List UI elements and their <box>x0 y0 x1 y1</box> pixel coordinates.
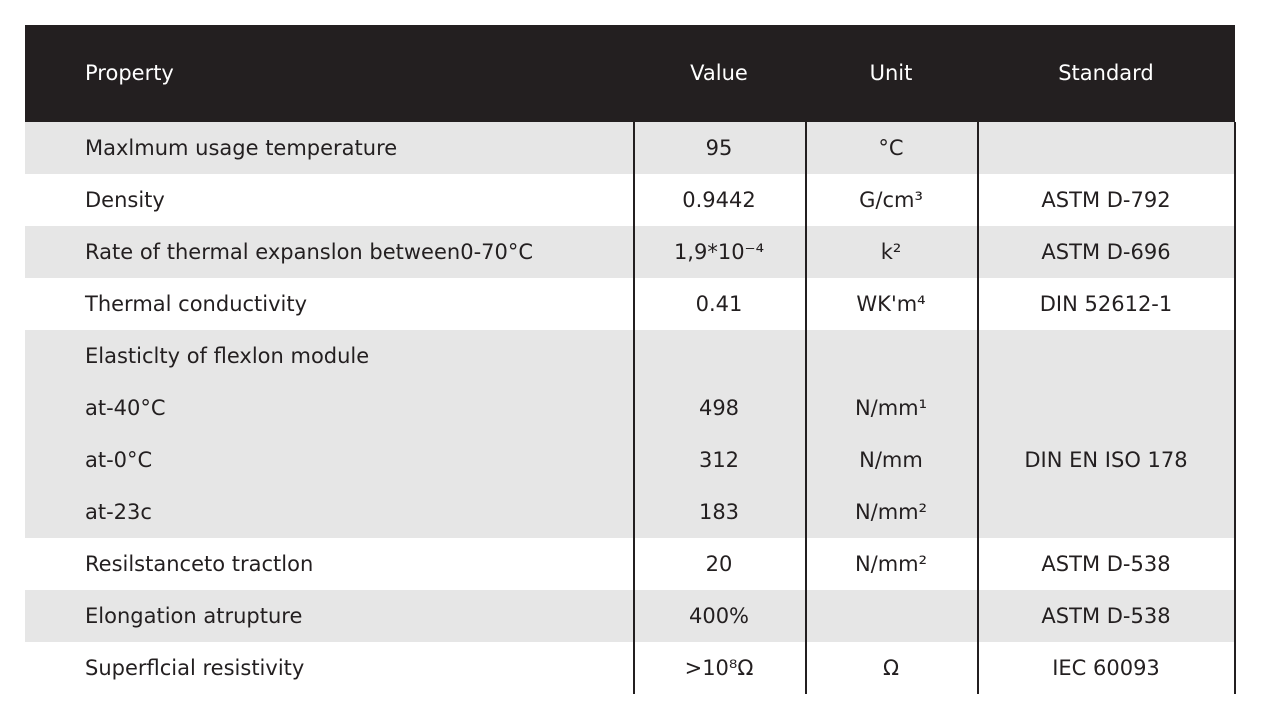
row-background <box>25 590 1235 642</box>
column-divider <box>805 122 807 694</box>
standard-cell: IEC 60093 <box>1052 656 1160 680</box>
standard-cell: ASTM D-696 <box>1041 240 1171 264</box>
property-cell: Rate of thermal expanslon between0-70°C <box>85 240 534 264</box>
unit-cell: WK'm⁴ <box>856 292 926 316</box>
property-cell: Resilstanceto tractlon <box>85 552 314 576</box>
unit-cell: k² <box>880 240 902 264</box>
unit-cell: N/mm¹ <box>854 396 928 420</box>
standard-cell: ASTM D-538 <box>1041 552 1171 576</box>
header-cell: Property <box>85 61 174 85</box>
unit-cell: G/cm³ <box>859 188 923 212</box>
property-cell: at-0°C <box>85 448 153 472</box>
row-background <box>25 174 1235 226</box>
row-background <box>25 278 1235 330</box>
value-cell: 0.41 <box>695 292 743 316</box>
unit-cell: N/mm <box>859 448 923 472</box>
standard-cell: ASTM D-792 <box>1041 188 1171 212</box>
unit-cell: N/mm² <box>854 552 928 576</box>
property-cell: Density <box>85 188 165 212</box>
value-cell: 400% <box>688 604 750 628</box>
property-cell: Superflcial resistivity <box>85 656 305 680</box>
header-cell: Value <box>690 61 748 85</box>
row-background <box>25 642 1235 694</box>
row-background <box>25 226 1235 278</box>
value-cell: >10⁸Ω <box>684 656 754 680</box>
row-background <box>25 538 1235 590</box>
unit-cell: °C <box>878 136 904 160</box>
property-cell: Thermal conductivity <box>85 292 308 316</box>
value-cell: 312 <box>698 448 740 472</box>
unit-cell: N/mm² <box>854 500 928 524</box>
value-cell: 183 <box>698 500 740 524</box>
property-cell: at-23c <box>85 500 152 524</box>
property-cell: Elongation atrupture <box>85 604 303 628</box>
row-background <box>25 330 1235 538</box>
property-cell: at-40°C <box>85 396 166 420</box>
column-divider <box>977 122 979 694</box>
value-cell: 95 <box>705 136 733 160</box>
standard-cell: DIN 52612-1 <box>1039 292 1173 316</box>
row-background <box>25 122 1235 174</box>
property-cell: Maxlmum usage temperature <box>85 136 398 160</box>
unit-cell: Ω <box>882 656 900 680</box>
column-divider <box>1234 122 1236 694</box>
value-cell: 0.9442 <box>682 188 756 212</box>
header-bar <box>25 25 1235 122</box>
value-cell: 1,9*10⁻⁴ <box>673 240 765 264</box>
value-cell: 20 <box>705 552 733 576</box>
property-cell: Elasticlty of flexlon module <box>85 344 370 368</box>
header-cell: Standard <box>1058 61 1154 85</box>
header-cell: Unit <box>869 61 913 85</box>
standard-cell: DIN EN ISO 178 <box>1024 448 1188 472</box>
standard-cell: ASTM D-538 <box>1041 604 1171 628</box>
column-divider <box>633 122 635 694</box>
value-cell: 498 <box>698 396 740 420</box>
